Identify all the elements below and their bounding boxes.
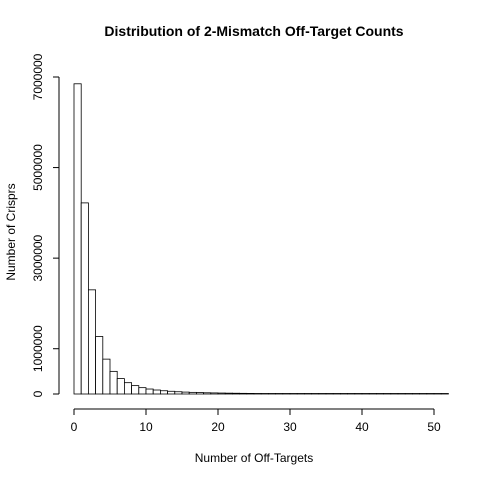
- y-tick-label: 0: [31, 390, 45, 397]
- histogram-bar: [102, 358, 111, 395]
- histogram-bar: [289, 393, 298, 395]
- histogram-bar: [80, 202, 89, 395]
- histogram-bar: [159, 390, 168, 395]
- histogram-bar: [203, 392, 212, 395]
- histogram-bar: [332, 393, 341, 395]
- x-axis-label: Number of Off-Targets: [195, 451, 314, 465]
- histogram-bar: [411, 393, 420, 395]
- histogram-bar: [239, 392, 248, 395]
- bars-group: [73, 83, 449, 395]
- histogram-bar: [260, 393, 269, 395]
- histogram-bar: [275, 393, 284, 395]
- histogram-bar: [383, 393, 392, 395]
- x-tick-label: 50: [427, 420, 441, 434]
- histogram-bar: [325, 393, 334, 395]
- histogram-bar: [296, 393, 305, 395]
- histogram-bar: [347, 393, 356, 395]
- x-tick-label: 20: [211, 420, 225, 434]
- histogram-bar: [318, 393, 327, 395]
- histogram-bar: [174, 391, 183, 395]
- x-tick-label: 40: [355, 420, 369, 434]
- histogram-bar: [88, 289, 97, 395]
- histogram-bar: [361, 393, 370, 395]
- histogram-bar: [224, 392, 233, 395]
- histogram-bar: [246, 393, 255, 395]
- y-tick-label: 3000000: [31, 234, 45, 281]
- histogram-bar: [231, 392, 240, 395]
- histogram-bar: [73, 83, 82, 395]
- x-axis: 0 10 20 30 40 50: [71, 408, 441, 434]
- histogram-bar: [210, 392, 219, 395]
- x-tick-label: 10: [139, 420, 153, 434]
- y-axis-label: Number of Crisprs: [4, 183, 18, 280]
- y-tick-label: 7000000: [31, 53, 45, 100]
- histogram-bar: [267, 393, 276, 395]
- histogram-bar: [426, 393, 435, 395]
- histogram-bar: [404, 393, 413, 395]
- histogram-bar: [339, 393, 348, 395]
- y-tick-label: 1000000: [31, 325, 45, 372]
- histogram-bar: [109, 370, 118, 395]
- histogram-bar: [188, 391, 197, 395]
- y-tick-label: 5000000: [31, 144, 45, 191]
- x-tick-label: 30: [283, 420, 297, 434]
- histogram-bar: [116, 378, 125, 395]
- x-tick-label: 0: [71, 420, 78, 434]
- histogram-bar: [390, 393, 399, 395]
- histogram-bar: [167, 390, 176, 395]
- histogram-bar: [433, 393, 442, 395]
- histogram-bar: [195, 392, 204, 395]
- histogram-bar: [375, 393, 384, 395]
- histogram-bar: [311, 393, 320, 395]
- histogram-bar: [282, 393, 291, 395]
- histogram-bar: [124, 382, 133, 395]
- histogram-bar: [181, 391, 190, 395]
- chart-title: Distribution of 2-Mismatch Off-Target Co…: [104, 23, 403, 39]
- y-axis: 0 1000000 3000000 5000000 7000000: [31, 53, 60, 397]
- histogram-bar: [152, 389, 161, 395]
- histogram-bar: [419, 393, 428, 395]
- histogram-bar: [440, 393, 449, 395]
- histogram-bar: [397, 393, 406, 395]
- histogram-bar: [131, 385, 140, 395]
- histogram-bar: [217, 392, 226, 395]
- histogram-bar: [303, 393, 312, 395]
- histogram-bar: [145, 388, 154, 395]
- histogram-bar: [354, 393, 363, 395]
- histogram-bar: [368, 393, 377, 395]
- histogram-bar: [95, 336, 104, 395]
- histogram-bar: [253, 393, 262, 395]
- histogram-bar: [138, 387, 147, 395]
